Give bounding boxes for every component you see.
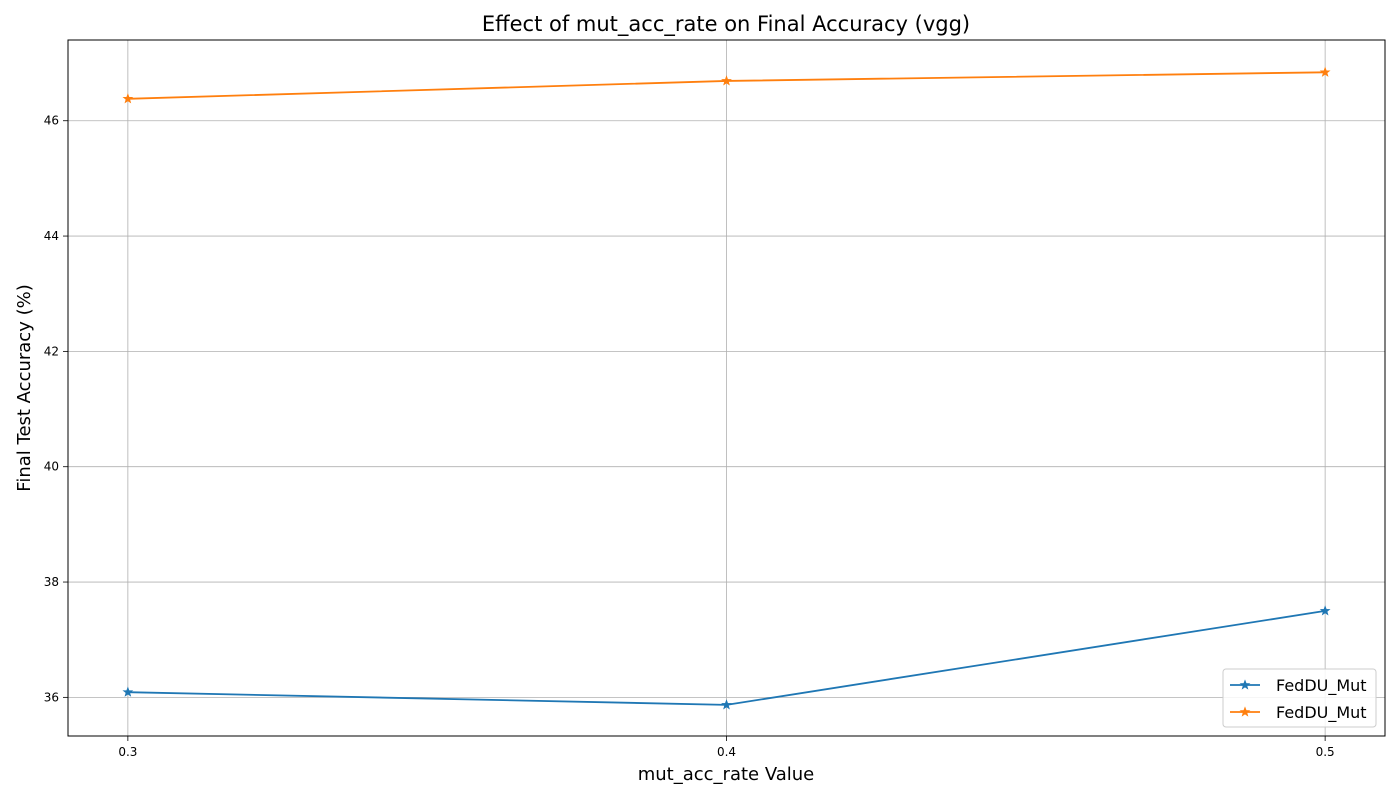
y-tick-label: 46: [44, 114, 59, 128]
y-axis-label: Final Test Accuracy (%): [14, 284, 35, 491]
axis-ticks: 0.3 0.4 0.5 36 38 40 42 44 46: [44, 114, 1335, 759]
data-point-star: [721, 699, 732, 710]
x-tick-label: 0.3: [118, 745, 137, 759]
data-point-star: [1319, 605, 1331, 616]
y-tick-label: 44: [44, 229, 59, 243]
y-tick-label: 40: [44, 460, 59, 474]
legend: FedDU_Mut FedDU_Mut: [1222, 668, 1377, 728]
data-point-star: [122, 686, 134, 697]
x-axis-label: mut_acc_rate Value: [638, 764, 815, 785]
legend-label: FedDU_Mut: [1276, 703, 1367, 723]
y-tick-label: 42: [44, 344, 59, 358]
data-point-star: [721, 75, 732, 86]
legend-label: FedDU_Mut: [1276, 676, 1367, 696]
legend-swatch-star: [1239, 706, 1251, 717]
data-series: [122, 66, 1331, 710]
x-tick-label: 0.4: [717, 745, 736, 759]
legend-box: [1222, 668, 1377, 728]
plot-frame: [67, 39, 1386, 737]
data-point-star: [122, 93, 134, 104]
y-tick-label: 38: [44, 575, 59, 589]
chart-title: Effect of mut_acc_rate on Final Accuracy…: [482, 12, 970, 37]
y-tick-label: 36: [44, 690, 59, 704]
x-tick-label: 0.5: [1316, 745, 1335, 759]
legend-swatch-star: [1239, 679, 1251, 690]
data-point-star: [1319, 66, 1331, 77]
grid-lines: [68, 40, 1385, 736]
